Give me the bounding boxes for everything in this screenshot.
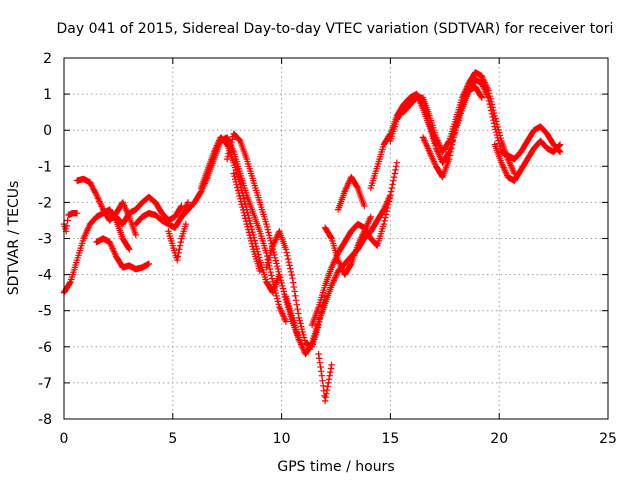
data-series xyxy=(321,213,374,278)
y-tick-label: 1 xyxy=(43,87,52,103)
y-tick-label: -1 xyxy=(38,159,52,175)
x-tick-label: 25 xyxy=(599,431,617,447)
x-tick-label: 15 xyxy=(381,431,399,447)
data-series xyxy=(224,130,303,343)
y-tick-label: -2 xyxy=(38,195,52,211)
data-series xyxy=(308,159,401,329)
data-series xyxy=(400,69,518,177)
data-series xyxy=(335,173,368,213)
y-tick-label: -7 xyxy=(38,376,52,392)
x-axis-label: GPS time / hours xyxy=(277,459,394,475)
data-series xyxy=(315,350,335,405)
chart-title: Day 041 of 2015, Sidereal Day-to-day VTE… xyxy=(57,21,614,37)
data-series xyxy=(419,83,485,181)
data-series xyxy=(197,134,283,296)
y-tick-label: -4 xyxy=(38,268,52,284)
data-series xyxy=(230,170,263,275)
y-tick-label: 2 xyxy=(43,51,52,67)
y-tick-label: -5 xyxy=(38,304,52,320)
axis-ticks: 0 5 10 15 20 25 -8 -7 -6 -5 -4 -3 -2 -1 0 1 2 xyxy=(38,51,617,447)
y-tick-label: -6 xyxy=(38,340,52,356)
data-points xyxy=(60,69,564,405)
x-tick-label: 10 xyxy=(273,431,291,447)
y-axis-label: SDTVAR / TECUs xyxy=(6,181,22,296)
x-tick-label: 0 xyxy=(60,431,69,447)
data-series xyxy=(491,137,564,184)
data-series xyxy=(498,123,564,163)
y-tick-label: -8 xyxy=(38,412,52,428)
data-series xyxy=(73,175,139,239)
x-tick-label: 5 xyxy=(168,431,177,447)
x-tick-label: 20 xyxy=(490,431,508,447)
y-tick-label: 0 xyxy=(43,123,52,139)
data-series xyxy=(165,220,190,264)
grid-lines xyxy=(64,58,608,419)
y-tick-label: -3 xyxy=(38,232,52,248)
data-series xyxy=(93,235,153,273)
data-series xyxy=(113,193,185,228)
